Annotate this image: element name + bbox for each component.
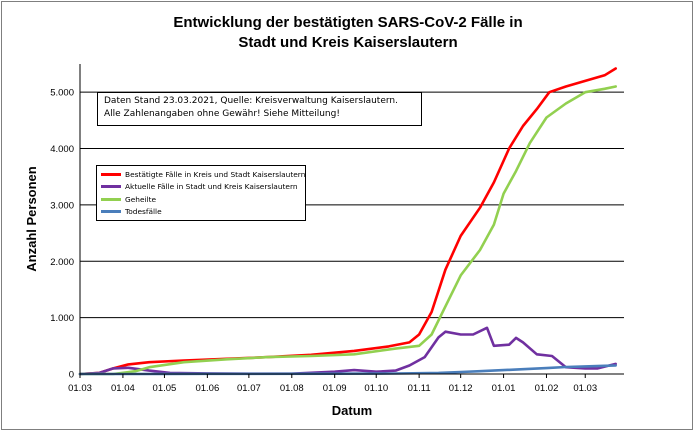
- x-tick-label: 01.11: [408, 383, 431, 394]
- x-tick-label: 01.03: [573, 383, 597, 394]
- y-tick-label: 4.000: [50, 144, 74, 155]
- x-tick-label: 01.09: [323, 383, 347, 394]
- y-tick-label: 5.000: [50, 88, 74, 99]
- y-tick-label: 3.000: [50, 200, 74, 211]
- data-note: Daten Stand 23.03.2021, Quelle: Kreisver…: [97, 92, 422, 126]
- series-line-2: [78, 326, 618, 376]
- legend-swatch: [101, 172, 121, 176]
- legend-label: Aktuelle Fälle in Stadt und Kreis Kaiser…: [125, 182, 298, 192]
- x-tick-label: 01.05: [153, 383, 177, 394]
- legend: Bestätigte Fälle in Kreis und Stadt Kais…: [96, 165, 306, 221]
- legend-swatch: [101, 185, 121, 189]
- x-tick-label: 01.06: [195, 383, 219, 394]
- series-line-3: [78, 85, 618, 376]
- x-tick-label: 01.10: [364, 383, 388, 394]
- legend-item-4: Todesfälle: [101, 206, 301, 219]
- legend-label: Bestätigte Fälle in Kreis und Stadt Kais…: [125, 169, 306, 179]
- x-tick-label: 01.03: [68, 383, 92, 394]
- series-line-1: [78, 67, 618, 376]
- y-tick-label: 1.000: [50, 313, 74, 324]
- chart-title-line2: Stadt und Kreis Kaiserslautern: [238, 34, 458, 51]
- legend-swatch: [101, 210, 121, 214]
- legend-label: Todesfälle: [125, 207, 162, 217]
- x-axis-title: Datum: [332, 403, 372, 418]
- legend-item-3: Geheilte: [101, 193, 301, 206]
- data-note-text: Daten Stand 23.03.2021, Quelle: Kreisver…: [104, 96, 398, 119]
- legend-item-1: Bestätigte Fälle in Kreis und Stadt Kais…: [101, 168, 305, 181]
- x-tick-label: 01.12: [449, 383, 473, 394]
- y-axis-title: Anzahl Personen: [24, 166, 39, 272]
- chart-title: Entwicklung der bestätigten SARS-CoV-2 F…: [173, 14, 523, 31]
- x-tick-label: 01.08: [280, 383, 304, 394]
- y-tick-label: 0: [69, 370, 74, 381]
- x-tick-label: 01.02: [535, 383, 559, 394]
- x-tick-label: 01.07: [237, 383, 261, 394]
- axis-layer: 0 1.000 2.000 3.000 4.000 5.000 01.03 01.04 01.0…: [50, 64, 624, 394]
- legend-swatch: [101, 197, 121, 201]
- legend-item-2: Aktuelle Fälle in Stadt und Kreis Kaiser…: [101, 181, 301, 194]
- legend-label: Geheilte: [125, 194, 157, 204]
- x-tick-label: 01.04: [111, 383, 135, 394]
- x-tick-label: 01.01: [492, 383, 516, 394]
- y-tick-label: 2.000: [50, 257, 74, 268]
